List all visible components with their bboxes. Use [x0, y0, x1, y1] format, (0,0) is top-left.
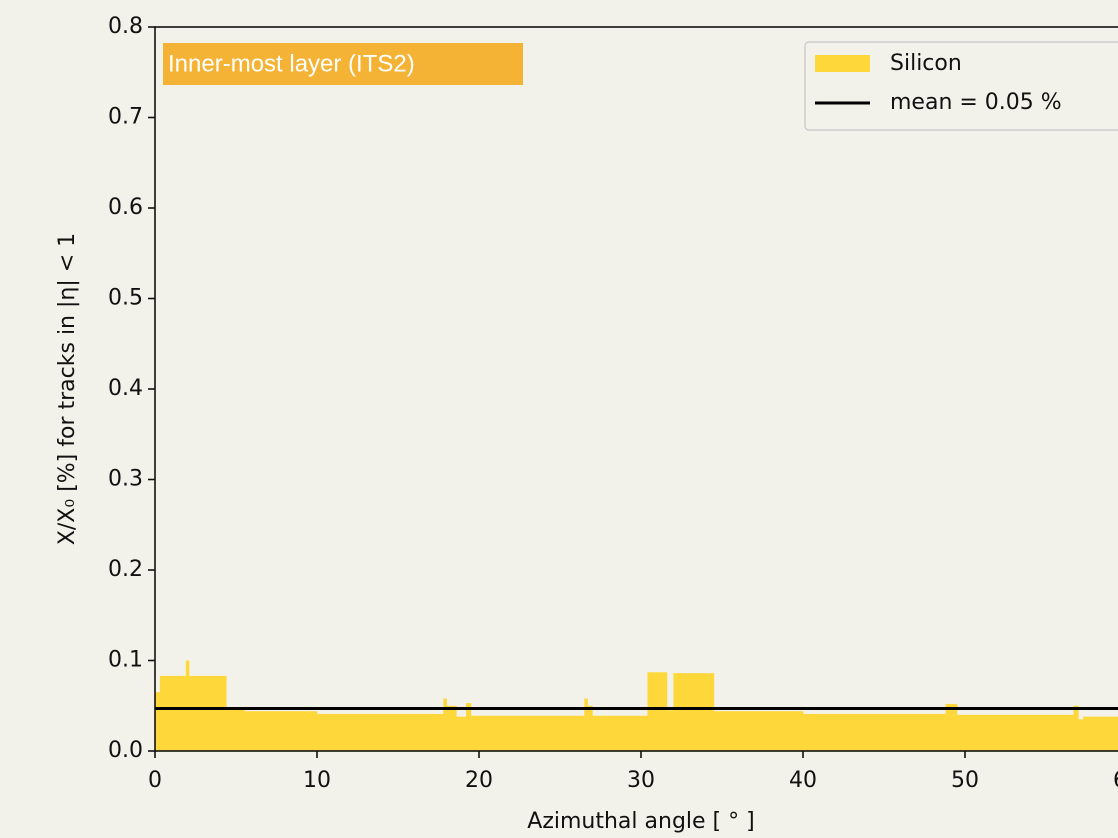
y-tick-label: 0.8 — [108, 14, 143, 39]
bar — [803, 713, 946, 751]
bar — [443, 698, 447, 751]
annotation: Inner-most layer (ITS2) — [168, 50, 415, 77]
y-tick-label: 0.5 — [108, 286, 143, 311]
x-tick-label: 60 — [1113, 768, 1118, 793]
y-tick-label: 0.3 — [108, 467, 143, 492]
y-tick-label: 0.4 — [108, 376, 143, 401]
bar — [666, 710, 674, 751]
bar — [1078, 719, 1084, 751]
bar — [470, 715, 585, 751]
bar — [244, 711, 318, 751]
bar — [1073, 705, 1079, 751]
bar — [647, 672, 668, 751]
bar — [587, 705, 593, 751]
bar — [185, 660, 190, 751]
bar — [446, 705, 457, 751]
y-tick-label: 0.1 — [108, 648, 143, 673]
bar — [945, 703, 958, 751]
x-tick-label: 10 — [303, 768, 331, 793]
bar — [673, 673, 715, 751]
y-axis-label: X/X₀ [%] for tracks in |η| < 1 — [55, 233, 80, 545]
bar — [189, 675, 227, 751]
x-tick-label: 0 — [148, 768, 162, 793]
bar — [155, 692, 161, 751]
annotation-box — [163, 43, 523, 85]
bar — [713, 711, 804, 751]
bar — [592, 715, 648, 751]
x-tick-label: 30 — [627, 768, 655, 793]
y-tick-label: 0.6 — [108, 195, 143, 220]
x-tick-label: 20 — [465, 768, 493, 793]
x-tick-label: 40 — [789, 768, 817, 793]
legend-box — [804, 41, 1118, 131]
y-tick-label: 0.2 — [108, 557, 143, 582]
bar — [1083, 716, 1118, 751]
bar — [584, 698, 588, 751]
bar — [317, 713, 444, 751]
bar — [466, 703, 472, 751]
y-tick-label: 0.7 — [108, 105, 143, 130]
bar — [456, 716, 467, 751]
bar — [226, 709, 245, 751]
y-tick-label: 0.0 — [108, 738, 143, 763]
x-tick-label: 50 — [951, 768, 979, 793]
legend-swatch — [815, 55, 870, 72]
legend-label: mean = 0.05 % — [890, 90, 1062, 115]
bar — [956, 714, 1074, 751]
legend-label: Silicon — [890, 51, 962, 76]
x-axis-label: Azimuthal angle [ ° ] — [527, 809, 754, 834]
bar — [159, 675, 187, 751]
